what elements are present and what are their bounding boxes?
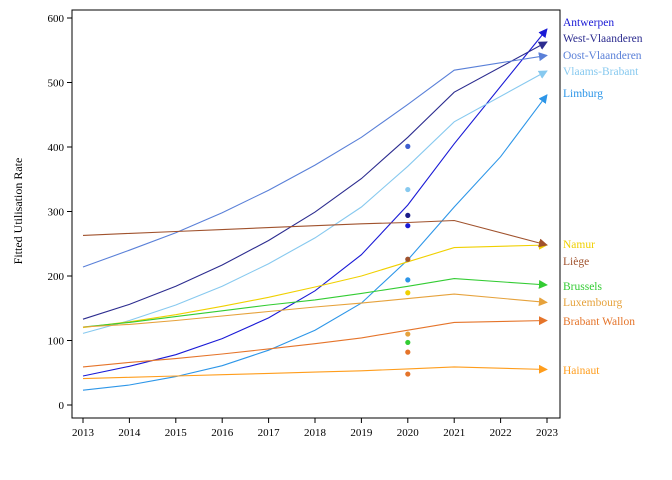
- series-label-namur: Namur: [563, 239, 595, 251]
- point-2020-liege: [405, 256, 411, 262]
- point-2020-limburg: [405, 277, 411, 283]
- series-label-brabant-wallon: Brabant Wallon: [563, 316, 635, 328]
- y-axis: 0 100 200 300 400 500 600: [48, 13, 72, 412]
- series-line-luxembourg: [82, 293, 548, 328]
- series-line-oost-vlaanderen: [82, 52, 548, 268]
- x-tick-label: 2016: [211, 427, 234, 439]
- x-tick-label: 2013: [72, 427, 95, 439]
- y-tick-label: 0: [59, 400, 65, 412]
- y-tick-label: 100: [48, 336, 65, 348]
- series-lines: [82, 28, 548, 391]
- series-label-west-vlaanderen: West-Vlaanderen: [563, 33, 643, 45]
- series-line-hainaut: [82, 364, 548, 380]
- point-2020-hainaut: [405, 371, 411, 377]
- series-label-hainaut: Hainaut: [563, 365, 600, 377]
- point-2020-antwerpen: [405, 223, 411, 229]
- point-2020-namur: [405, 290, 411, 296]
- x-tick-label: 2020: [397, 427, 420, 439]
- x-tick-label: 2022: [490, 427, 512, 439]
- series-line-brabant-wallon: [82, 316, 548, 368]
- series-labels: Antwerpen West-Vlaanderen Oost-Vlaanderen V…: [563, 17, 643, 377]
- point-2020-oost-vlaanderen: [405, 143, 411, 149]
- point-2020-brabant-wallon: [405, 349, 411, 355]
- x-tick-label: 2018: [304, 427, 327, 439]
- y-tick-label: 400: [48, 142, 65, 154]
- x-tick-label: 2014: [118, 427, 141, 439]
- x-axis: 2013 2014 2015 2016 2017 2018 2019 2020 2021 2022…: [72, 418, 559, 439]
- x-tick-label: 2023: [536, 427, 559, 439]
- point-2020-vlaams-brabant: [405, 186, 411, 193]
- series-label-luxembourg: Luxembourg: [563, 297, 622, 309]
- series-line-vlaams-brabant: [82, 70, 548, 334]
- series-label-liege: Liège: [563, 256, 589, 268]
- series-line-west-vlaanderen: [82, 41, 548, 320]
- series-line-limburg: [82, 94, 548, 391]
- series-label-limburg: Limburg: [563, 88, 603, 100]
- series-line-antwerpen: [82, 28, 548, 377]
- x-tick-label: 2015: [165, 427, 188, 439]
- series-label-vlaams-brabant: Vlaams-Brabant: [563, 66, 639, 78]
- plot-frame: [71, 9, 561, 419]
- series-line-brussels: [82, 278, 548, 328]
- series-label-antwerpen: Antwerpen: [563, 17, 614, 29]
- y-tick-label: 200: [48, 271, 65, 283]
- x-tick-label: 2019: [350, 427, 373, 439]
- point-2020-brussels: [405, 339, 411, 346]
- y-tick-label: 600: [48, 13, 65, 25]
- series-line-namur: [82, 240, 548, 329]
- point-2020-luxembourg: [405, 331, 411, 337]
- y-axis-label: Fitted Utilisation Rate: [11, 158, 25, 265]
- series-label-oost-vlaanderen: Oost-Vlaanderen: [563, 50, 642, 62]
- points-2020: [405, 143, 411, 377]
- point-2020-west-vlaanderen: [405, 212, 411, 218]
- y-tick-label: 500: [48, 78, 65, 90]
- x-tick-label: 2021: [443, 427, 465, 439]
- series-line-liege: [82, 219, 548, 248]
- y-tick-label: 300: [48, 207, 65, 219]
- x-tick-label: 2017: [258, 427, 281, 439]
- series-label-brussels: Brussels: [563, 281, 603, 293]
